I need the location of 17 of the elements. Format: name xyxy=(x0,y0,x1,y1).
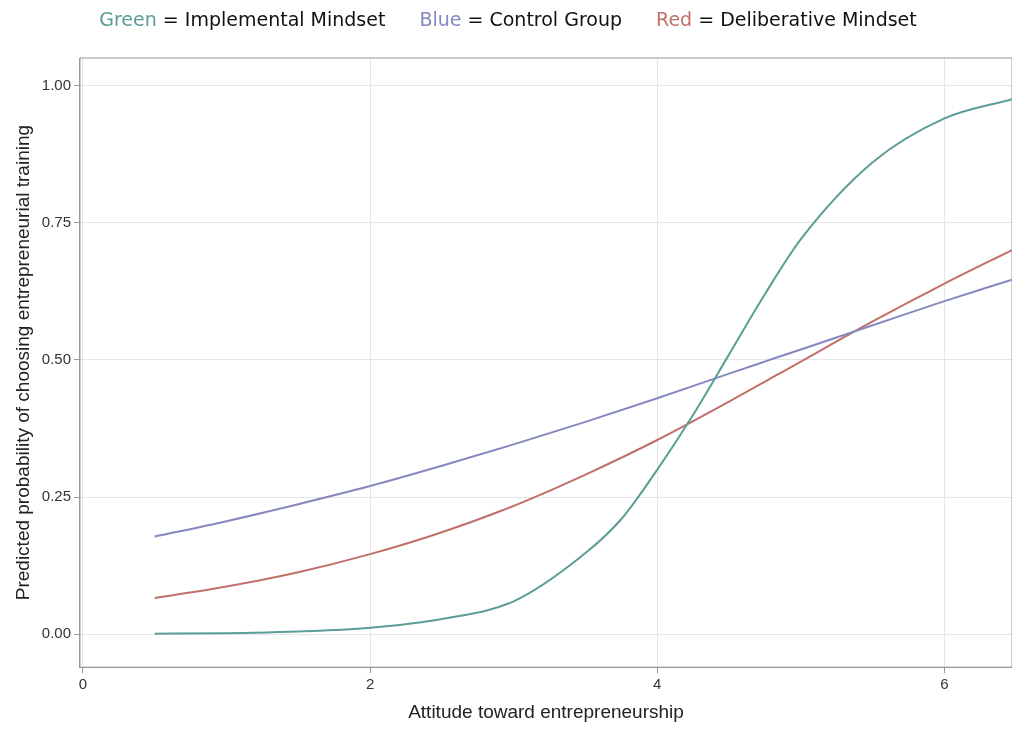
y-tick-label: 0.50 xyxy=(41,350,71,367)
line-series xyxy=(153,249,1012,600)
line-series xyxy=(153,278,1012,538)
text: Green = Implemental Mindset xyxy=(99,8,386,32)
x-axis-title: Attitude toward entrepreneurship xyxy=(408,700,684,722)
y-tick-label: 1.00 xyxy=(41,75,71,93)
y-tick-label: 0.25 xyxy=(41,487,71,505)
x-tick-label: 0 xyxy=(78,675,88,693)
y-axis-title: Predicted probability of choosing entrepreneurial training xyxy=(11,124,33,601)
y-tick-label: 0.00 xyxy=(41,624,71,642)
line-series xyxy=(153,98,1012,635)
x-tick-label: 4 xyxy=(653,675,662,693)
y-tick-label: 0.75 xyxy=(41,212,71,230)
x-tick-label: 2 xyxy=(365,675,375,693)
text: Blue = Control Group xyxy=(419,8,623,32)
text: Red = Deliberative Mindset xyxy=(656,8,917,32)
x-tick-label: 6 xyxy=(940,675,949,693)
